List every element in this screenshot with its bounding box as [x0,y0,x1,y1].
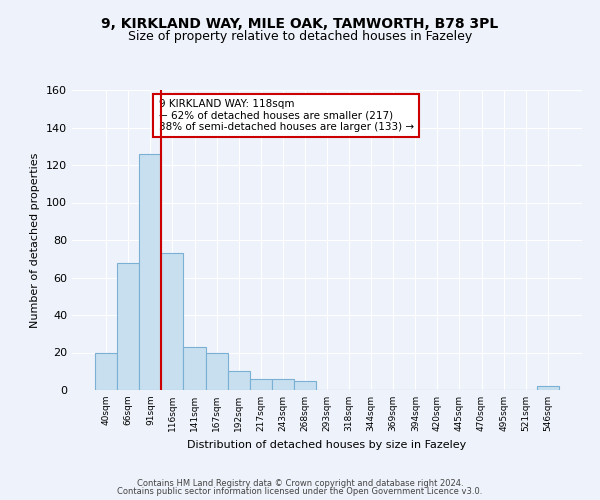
Bar [294,380,316,390]
Bar [206,352,227,390]
Bar [95,352,117,390]
Y-axis label: Number of detached properties: Number of detached properties [31,152,40,328]
Bar [537,386,559,390]
Text: 9, KIRKLAND WAY, MILE OAK, TAMWORTH, B78 3PL: 9, KIRKLAND WAY, MILE OAK, TAMWORTH, B78… [101,18,499,32]
Bar [139,154,161,390]
Bar [117,262,139,390]
Bar [184,347,206,390]
Bar [272,379,294,390]
Bar [250,379,272,390]
X-axis label: Distribution of detached houses by size in Fazeley: Distribution of detached houses by size … [187,440,467,450]
Text: Size of property relative to detached houses in Fazeley: Size of property relative to detached ho… [128,30,472,43]
Text: Contains HM Land Registry data © Crown copyright and database right 2024.: Contains HM Land Registry data © Crown c… [137,478,463,488]
Bar [161,253,184,390]
Text: 9 KIRKLAND WAY: 118sqm
← 62% of detached houses are smaller (217)
38% of semi-de: 9 KIRKLAND WAY: 118sqm ← 62% of detached… [158,99,414,132]
Bar [227,371,250,390]
Text: Contains public sector information licensed under the Open Government Licence v3: Contains public sector information licen… [118,487,482,496]
